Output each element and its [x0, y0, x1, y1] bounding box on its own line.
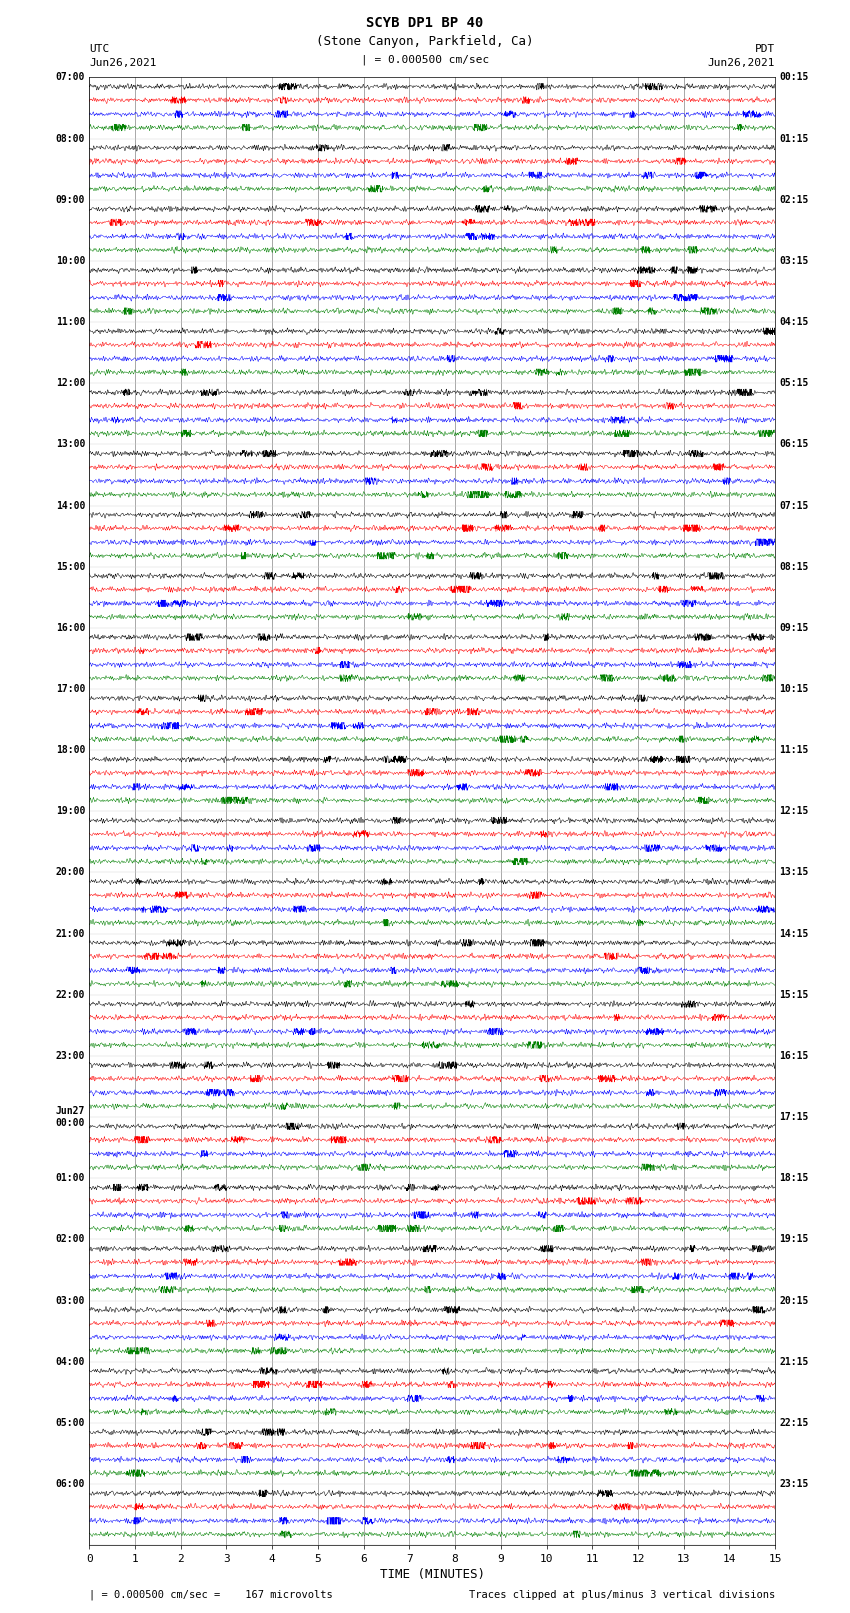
Text: 20:00: 20:00 [56, 868, 85, 877]
Text: 02:15: 02:15 [779, 195, 808, 205]
Text: Jun26,2021: Jun26,2021 [708, 58, 775, 68]
Text: 15:15: 15:15 [779, 990, 808, 1000]
Text: 09:15: 09:15 [779, 623, 808, 632]
Text: 22:00: 22:00 [56, 990, 85, 1000]
Text: 20:15: 20:15 [779, 1295, 808, 1305]
Text: 14:15: 14:15 [779, 929, 808, 939]
Text: 19:15: 19:15 [779, 1234, 808, 1245]
Text: Jun26,2021: Jun26,2021 [89, 58, 156, 68]
Text: 23:00: 23:00 [56, 1052, 85, 1061]
Text: 01:15: 01:15 [779, 134, 808, 144]
Text: 03:00: 03:00 [56, 1295, 85, 1305]
Text: 17:15: 17:15 [779, 1111, 808, 1123]
Text: 00:15: 00:15 [779, 73, 808, 82]
Text: PDT: PDT [755, 44, 775, 53]
Text: 03:15: 03:15 [779, 256, 808, 266]
Text: 16:15: 16:15 [779, 1052, 808, 1061]
Text: 07:15: 07:15 [779, 500, 808, 511]
Text: 19:00: 19:00 [56, 806, 85, 816]
Text: SCYB DP1 BP 40: SCYB DP1 BP 40 [366, 16, 484, 31]
Text: 07:00: 07:00 [56, 73, 85, 82]
Text: 11:00: 11:00 [56, 318, 85, 327]
Text: Traces clipped at plus/minus 3 vertical divisions: Traces clipped at plus/minus 3 vertical … [469, 1590, 775, 1600]
Text: 21:15: 21:15 [779, 1357, 808, 1366]
Text: 18:15: 18:15 [779, 1173, 808, 1184]
Text: 02:00: 02:00 [56, 1234, 85, 1245]
Text: 21:00: 21:00 [56, 929, 85, 939]
Text: 05:00: 05:00 [56, 1418, 85, 1428]
Text: 06:00: 06:00 [56, 1479, 85, 1489]
Text: 13:15: 13:15 [779, 868, 808, 877]
Text: Jun27
00:00: Jun27 00:00 [56, 1107, 85, 1127]
Text: 12:15: 12:15 [779, 806, 808, 816]
Text: | = 0.000500 cm/sec: | = 0.000500 cm/sec [361, 55, 489, 66]
Text: 11:15: 11:15 [779, 745, 808, 755]
Text: 15:00: 15:00 [56, 561, 85, 571]
Text: 13:00: 13:00 [56, 439, 85, 450]
Text: 18:00: 18:00 [56, 745, 85, 755]
X-axis label: TIME (MINUTES): TIME (MINUTES) [380, 1568, 484, 1581]
Text: 08:15: 08:15 [779, 561, 808, 571]
Text: 14:00: 14:00 [56, 500, 85, 511]
Text: 16:00: 16:00 [56, 623, 85, 632]
Text: 12:00: 12:00 [56, 377, 85, 389]
Text: 23:15: 23:15 [779, 1479, 808, 1489]
Text: | = 0.000500 cm/sec =    167 microvolts: | = 0.000500 cm/sec = 167 microvolts [89, 1589, 333, 1600]
Text: UTC: UTC [89, 44, 110, 53]
Text: (Stone Canyon, Parkfield, Ca): (Stone Canyon, Parkfield, Ca) [316, 35, 534, 48]
Text: 05:15: 05:15 [779, 377, 808, 389]
Text: 17:00: 17:00 [56, 684, 85, 694]
Text: 04:15: 04:15 [779, 318, 808, 327]
Text: 04:00: 04:00 [56, 1357, 85, 1366]
Text: 08:00: 08:00 [56, 134, 85, 144]
Text: 10:00: 10:00 [56, 256, 85, 266]
Text: 22:15: 22:15 [779, 1418, 808, 1428]
Text: 01:00: 01:00 [56, 1173, 85, 1184]
Text: 06:15: 06:15 [779, 439, 808, 450]
Text: 09:00: 09:00 [56, 195, 85, 205]
Text: 10:15: 10:15 [779, 684, 808, 694]
